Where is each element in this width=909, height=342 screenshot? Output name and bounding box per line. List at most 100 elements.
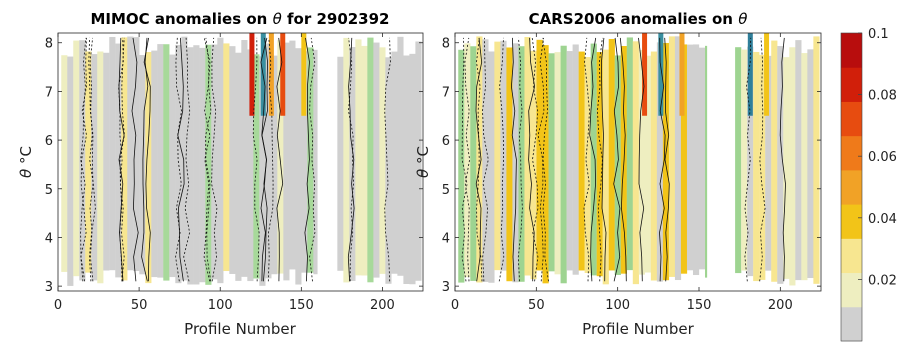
- profile-strip: [109, 36, 116, 271]
- profile-strip: [355, 39, 362, 276]
- profile-strip: [199, 47, 206, 283]
- profile-strip: [157, 44, 164, 278]
- profile-strip: [608, 38, 615, 271]
- profile-strip: [271, 55, 278, 275]
- profile-strip: [662, 42, 670, 281]
- colorbar-swatches: [841, 33, 862, 342]
- profile-strip: [91, 54, 98, 281]
- contour-line: [600, 37, 607, 282]
- y-tick-label: 8: [442, 37, 450, 52]
- contour-line: [510, 37, 517, 282]
- profile-strip: [247, 49, 254, 282]
- profile-strip: [795, 40, 802, 281]
- contour-line: [276, 37, 284, 282]
- profile-strip: [289, 40, 296, 270]
- contour-line: [482, 37, 489, 282]
- profile-strip: [692, 44, 700, 276]
- colorbar-swatch: [841, 135, 862, 171]
- colorbar-ticks: 0.02 0.04 0.06 0.08 0.1: [858, 27, 897, 288]
- ticks: 0 50 100 150 200 3 4 5 6 7 8: [45, 33, 423, 313]
- profile-strip: [759, 54, 766, 280]
- contour-line: [613, 37, 621, 282]
- contour-line: [348, 37, 355, 282]
- data-gap: [707, 33, 735, 291]
- profile-strip: [241, 40, 248, 277]
- contour-line: [118, 37, 124, 282]
- x-tick-label: 50: [131, 298, 148, 313]
- contour-line: [177, 37, 185, 282]
- y-tick-label: 4: [442, 231, 450, 246]
- contour-line: [260, 37, 268, 282]
- profile-strip: [614, 55, 621, 275]
- data-gap: [317, 33, 338, 291]
- profile-strip: [777, 46, 784, 284]
- profile-strip: [674, 36, 682, 281]
- profile-strip: [542, 45, 549, 284]
- profile-strip: [494, 41, 501, 271]
- colorbar-swatch: [841, 238, 862, 274]
- contour-line: [779, 37, 786, 282]
- contour-line: [542, 37, 549, 282]
- profile-strip: [175, 44, 182, 284]
- x-tick-label: 200: [768, 298, 793, 313]
- profile-strip: [789, 47, 796, 286]
- anomaly-patch: [249, 33, 255, 116]
- y-tick-label: 8: [45, 37, 53, 52]
- profile-strip: [506, 47, 513, 282]
- contour-line: [461, 37, 468, 282]
- profile-strip: [596, 52, 603, 277]
- y-tick-label: 6: [45, 134, 53, 149]
- profile-strip: [361, 45, 368, 276]
- contour-line: [531, 37, 539, 282]
- x-tick-label: 150: [687, 298, 712, 313]
- profile-strip: [313, 49, 320, 275]
- contour-line: [211, 37, 218, 282]
- contour-line: [517, 37, 523, 282]
- anomaly-patch: [747, 33, 753, 116]
- anomaly-patch: [268, 33, 274, 116]
- colorbar: 0.02 0.04 0.06 0.08 0.1: [840, 27, 897, 342]
- profile-strip: [801, 53, 808, 281]
- profile-strip: [771, 40, 778, 282]
- profile-strip: [73, 40, 80, 277]
- contour-line: [267, 37, 274, 282]
- profile-strip: [235, 52, 242, 281]
- profile-strip: [343, 37, 350, 283]
- contour-line: [589, 37, 597, 282]
- profile-strip: [686, 44, 694, 271]
- profile-strip: [458, 49, 465, 283]
- profile-strip: [307, 47, 314, 273]
- profile-strip: [205, 44, 212, 285]
- colorbar-swatch: [841, 272, 862, 308]
- profile-strip: [277, 40, 284, 274]
- contour-line: [309, 37, 316, 282]
- contour-line: [537, 37, 545, 282]
- y-tick-label: 3: [45, 280, 53, 295]
- profile-strip: [283, 42, 290, 281]
- colorbar-tick-label: 0.1: [868, 27, 889, 42]
- profile-strip: [765, 55, 772, 271]
- chart-title: MIMOC anomalies on θ for 2902392: [90, 10, 389, 28]
- x-tick-label: 100: [605, 298, 630, 313]
- contour-line: [141, 37, 149, 282]
- profile-strip: [668, 36, 676, 277]
- x-tick-label: 0: [54, 298, 62, 313]
- cars2006-anomaly-chart: CARS2006 anomalies on θ 0 50 100 150 200 3 4 5 6…: [414, 10, 822, 338]
- profile-strip: [337, 56, 344, 271]
- profile-strip: [476, 36, 483, 283]
- colorbar-tick-label: 0.06: [868, 150, 897, 165]
- colorbar-swatch: [841, 67, 862, 102]
- profile-strip: [518, 46, 525, 282]
- contour-line: [744, 37, 752, 282]
- profile-strip: [638, 49, 645, 275]
- profile-strip: [223, 43, 230, 272]
- heatmap-area: [58, 33, 423, 291]
- anomaly-patch: [679, 33, 685, 116]
- profile-strip: [181, 36, 188, 281]
- axes-box: [454, 32, 822, 292]
- profile-strip: [163, 44, 170, 281]
- profile-strip: [217, 37, 224, 284]
- colorbar-swatch: [841, 306, 862, 342]
- x-tick-label: 0: [451, 298, 459, 313]
